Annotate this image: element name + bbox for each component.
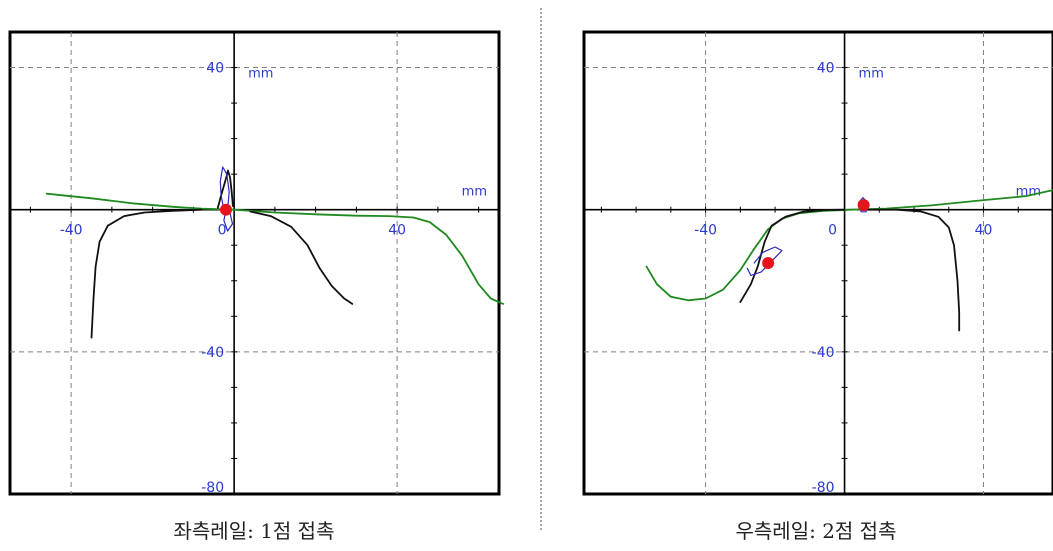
left-y-unit-label: mm [248, 67, 273, 82]
right-caption: 우측레일: 2점 접촉 [736, 519, 897, 543]
right-x-tick-label-0: -40 [694, 223, 717, 239]
left-y-tick-label-1: -40 [201, 345, 224, 361]
left-series-5-flange_locus [223, 209, 234, 232]
right-contact-point-0 [762, 257, 775, 269]
right-y-unit-label: mm [859, 67, 884, 82]
right-plot-frame [582, 30, 1053, 496]
left-x-unit-label: mm [462, 185, 487, 200]
right-contact-point-1 [857, 199, 870, 212]
left-y-tick-label-2: -80 [201, 480, 224, 496]
left-series-2-rail_profile [249, 210, 354, 305]
left-y-tick-label-0: 40 [206, 61, 224, 77]
left-series-1-rail_profile [90, 208, 203, 339]
left-rail-chart: -40 0 40 40 -40 -80 mm mm [10, 31, 504, 496]
left-x-tick-label-2: 40 [388, 223, 406, 239]
left-rail-panel: -40 0 40 40 -40 -80 mm mm 좌측레일: 1점 접촉 [8, 30, 504, 543]
left-series-0-wheel_profile [45, 192, 504, 305]
left-plot-frame [8, 30, 501, 496]
right-x-tick-label-2: 40 [975, 223, 993, 239]
left-x-tick-label-1: 0 [218, 223, 227, 239]
left-caption: 좌측레일: 1점 접촉 [174, 519, 335, 543]
right-series-3-flange_locus [746, 246, 783, 276]
right-y-tick-label-0: 40 [817, 61, 835, 77]
right-y-tick-label-1: -40 [812, 345, 835, 361]
right-y-tick-label-2: -80 [812, 480, 835, 496]
left-contact-point-0 [219, 203, 232, 216]
right-x-tick-label-1: 0 [828, 223, 837, 239]
right-series-2-rail_profile [864, 208, 961, 332]
left-series-4-flange_locus [219, 166, 230, 211]
right-series-1-rail_profile [739, 208, 846, 303]
left-x-tick-label-0: -40 [60, 223, 83, 239]
